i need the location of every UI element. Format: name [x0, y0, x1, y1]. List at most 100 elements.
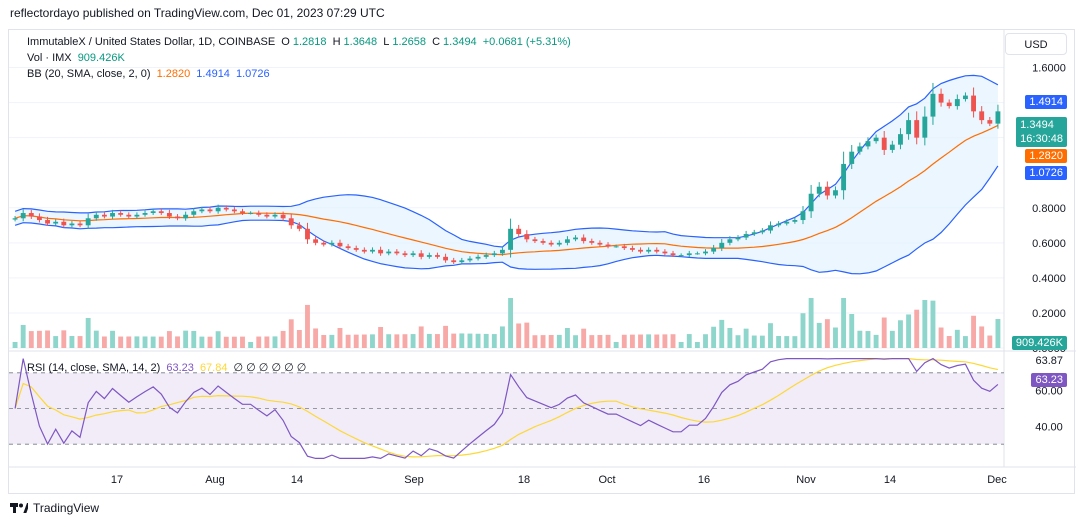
candle-body	[305, 228, 310, 240]
rsi-empty-values: ∅ ∅ ∅ ∅ ∅ ∅	[233, 362, 307, 374]
volume-bar	[142, 336, 148, 348]
candle-body	[77, 223, 83, 226]
volume-bar	[467, 333, 473, 348]
candle-body	[248, 213, 254, 215]
candle-body	[459, 260, 465, 263]
rsi-price-label: 63.23	[1031, 373, 1067, 387]
candle-body	[199, 209, 205, 212]
volume-bar	[288, 319, 294, 348]
rsi-axis-tick: 40.00	[1035, 421, 1063, 433]
volume-bar	[816, 322, 822, 348]
candle-body	[613, 246, 619, 248]
candle-body	[296, 225, 302, 229]
candle-body	[987, 120, 993, 124]
time-axis-tick: Sep	[404, 474, 424, 486]
candle-body	[500, 249, 505, 254]
currency-button[interactable]: USD	[1005, 33, 1067, 55]
rsi-value: 63.23	[166, 362, 194, 374]
volume-bar	[256, 336, 262, 348]
candle-body	[378, 249, 384, 254]
candle-body	[792, 220, 798, 222]
bb-lower-line	[14, 165, 999, 275]
candle-body	[288, 218, 294, 226]
volume-bar	[353, 334, 359, 348]
candle-body	[313, 239, 319, 243]
candle-body	[629, 248, 635, 250]
time-axis-tick: Dec	[987, 474, 1007, 486]
candle-body	[694, 253, 700, 255]
volume-bar	[735, 335, 741, 348]
volume-bar	[101, 336, 107, 348]
chart-frame[interactable]: 1.60001.40001.20000.80000.60000.40000.20…	[8, 29, 1076, 495]
candle-body	[85, 218, 91, 226]
rsi-ma-value: 67.84	[199, 362, 228, 374]
volume-bar	[500, 326, 505, 348]
volume-bar	[166, 331, 172, 348]
volume-label[interactable]: Vol · IMX	[27, 52, 72, 64]
bb-label[interactable]: BB (20, SMA, close, 2, 0)	[27, 68, 151, 80]
candle-body	[207, 209, 213, 212]
volume-bar	[150, 336, 156, 348]
volume-bar	[776, 336, 782, 348]
volume-bar	[451, 333, 457, 348]
candle-body	[646, 249, 652, 252]
volume-bar	[906, 314, 912, 348]
volume-bar	[459, 333, 465, 348]
price-axis-tick: 0.6000	[1032, 238, 1066, 250]
volume-bar	[857, 330, 863, 348]
volume-bar	[922, 300, 928, 348]
volume-bar	[621, 334, 627, 348]
rsi-label[interactable]: RSI (14, close, SMA, 14, 2)	[27, 362, 161, 374]
volume-bar	[686, 334, 692, 348]
candle-body	[491, 253, 497, 256]
candle-body	[483, 255, 489, 257]
candle-body	[516, 228, 522, 235]
volume-bar	[158, 336, 164, 348]
candle-body	[361, 249, 367, 252]
candle-body	[889, 144, 895, 150]
candle-body	[800, 211, 806, 221]
candle-body	[53, 221, 59, 224]
volume-bar	[556, 334, 562, 348]
volume-bar	[85, 318, 91, 348]
candle-body	[540, 241, 546, 243]
price-axis-tick: 0.2000	[1032, 308, 1066, 320]
volume-bar	[946, 336, 952, 348]
volume-bar	[995, 319, 1001, 348]
chart-canvas[interactable]: 1.60001.40001.20000.80000.60000.40000.20…	[9, 30, 1076, 495]
volume-bar	[134, 336, 140, 348]
candle-body	[402, 253, 408, 256]
volume-bar	[605, 334, 611, 348]
candle-body	[524, 234, 530, 240]
volume-bar	[808, 298, 814, 348]
volume-bar	[402, 334, 408, 348]
time-axis-tick: 18	[518, 474, 530, 486]
volume-bar	[638, 334, 643, 348]
volume-bar	[613, 342, 619, 348]
last-price-label: 1.3494 16:30:48	[1016, 117, 1067, 147]
candle-body	[101, 214, 107, 217]
candle-body	[93, 214, 99, 219]
candle-body	[995, 111, 1001, 124]
volume-bar	[898, 320, 903, 348]
volume-bar	[280, 330, 286, 348]
candle-body	[873, 137, 879, 142]
price-axis-tick: 0.4000	[1032, 273, 1066, 285]
open-label: O	[281, 36, 290, 48]
volume-bar	[345, 334, 351, 348]
volume-bar	[629, 334, 635, 348]
last-price-value: 1.3494	[1020, 119, 1054, 131]
candle-body	[638, 249, 643, 252]
volume-bar	[719, 319, 725, 348]
candle-body	[971, 95, 977, 112]
volume-bar	[231, 336, 237, 348]
tradingview-logo[interactable]: TradingView	[10, 501, 99, 515]
symbol-title[interactable]: ImmutableX / United States Dollar, 1D, C…	[27, 36, 276, 48]
volume-bar	[751, 335, 757, 348]
volume-bar	[711, 326, 717, 348]
candle-body	[906, 120, 912, 135]
bb-upper-value: 1.4914	[196, 68, 230, 80]
candle-body	[256, 213, 262, 215]
candle-body	[36, 216, 42, 221]
volume-bar	[426, 333, 432, 348]
